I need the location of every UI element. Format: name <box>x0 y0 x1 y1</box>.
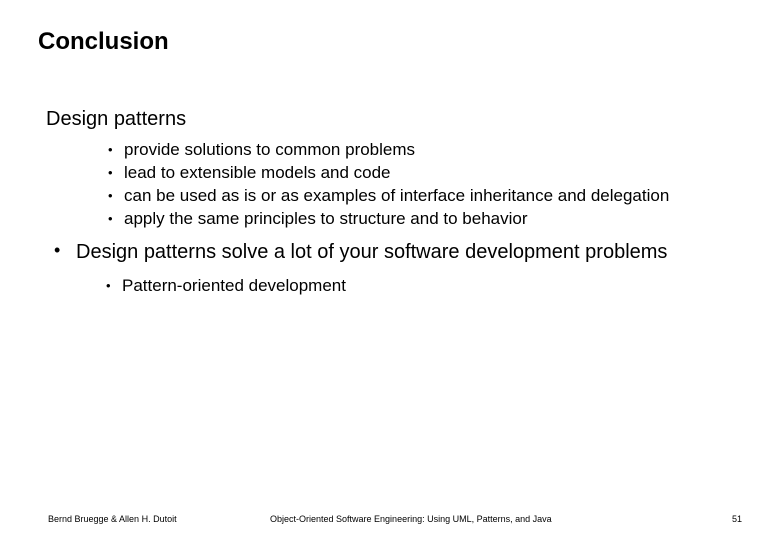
footer-authors: Bernd Bruegge & Allen H. Dutoit <box>48 514 177 524</box>
footer-page-number: 51 <box>732 514 742 524</box>
outer-bullet-text: Design patterns solve a lot of your soft… <box>76 241 667 263</box>
inner-bullet: apply the same principles to structure a… <box>108 208 740 230</box>
outer-bullet: Design patterns solve a lot of your soft… <box>46 240 740 296</box>
sub-inner-list: Pattern-oriented development <box>106 276 740 296</box>
inner-bullet: can be used as is or as examples of inte… <box>108 185 740 207</box>
sub-inner-bullet: Pattern-oriented development <box>106 276 740 296</box>
inner-bullet: provide solutions to common problems <box>108 139 740 161</box>
slide-content: Design patterns provide solutions to com… <box>46 108 740 297</box>
subtitle: Design patterns <box>46 108 740 131</box>
inner-bullet: lead to extensible models and code <box>108 162 740 184</box>
slide-title: Conclusion <box>38 28 169 56</box>
inner-bullet-list: provide solutions to common problems lea… <box>108 139 740 230</box>
footer-book-title: Object-Oriented Software Engineering: Us… <box>270 514 552 524</box>
